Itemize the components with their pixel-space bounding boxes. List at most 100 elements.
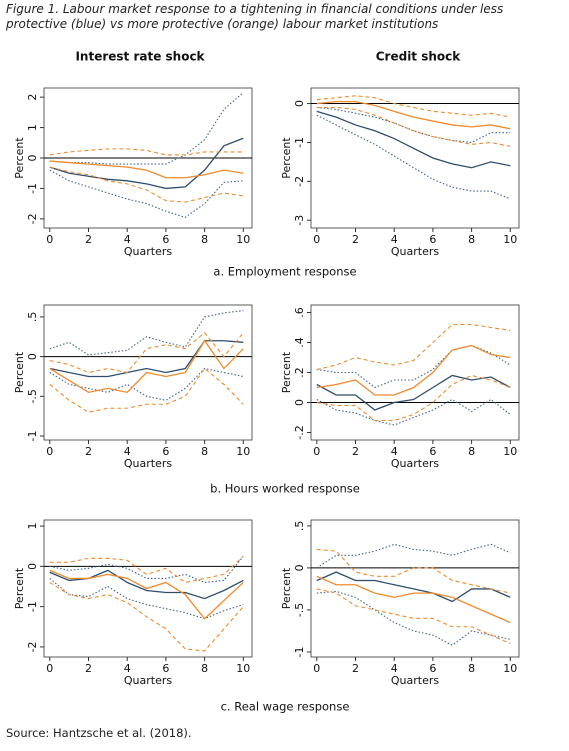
y-tick-label: 0 [26, 353, 39, 360]
series-line [316, 588, 511, 645]
y-tick-label: 1 [26, 523, 39, 530]
y-tick-label: 0 [26, 563, 39, 570]
x-tick-label: 4 [124, 445, 131, 458]
x-axis-label: Quarters [124, 674, 172, 687]
column-title: Interest rate shock [75, 50, 205, 64]
x-tick-label: 8 [201, 445, 208, 458]
series-line [49, 569, 244, 620]
series-line [49, 367, 244, 401]
y-tick-label: -1 [293, 646, 306, 657]
plot-frame [43, 519, 253, 658]
series-line [49, 340, 244, 378]
x-tick-label: 6 [429, 445, 436, 458]
column-title: Credit shock [376, 50, 462, 64]
series-line [49, 581, 244, 652]
x-tick-label: 2 [85, 233, 92, 246]
x-tick-label: 4 [124, 233, 131, 246]
y-tick-label: -2 [26, 213, 39, 224]
x-tick-label: 8 [201, 662, 208, 675]
y-tick-label: 0 [293, 100, 306, 107]
series-line [316, 95, 511, 118]
series-line [49, 332, 244, 374]
x-tick-label: 8 [468, 662, 475, 675]
series-line [316, 323, 511, 371]
x-tick-label: 10 [503, 662, 517, 675]
y-tick-label: 1 [26, 124, 39, 131]
x-tick-label: 6 [429, 662, 436, 675]
series-line [316, 114, 511, 200]
y-tick-label: .6 [293, 307, 306, 318]
series-line [316, 344, 511, 396]
y-tick-label: -2 [293, 176, 306, 187]
series-line [49, 160, 244, 179]
x-tick-label: 10 [503, 445, 517, 458]
x-tick-label: 8 [468, 233, 475, 246]
x-axis-label: Quarters [124, 457, 172, 470]
y-tick-label: -.5 [26, 389, 39, 403]
y-tick-label: -1 [293, 137, 306, 148]
y-tick-label: -1 [26, 601, 39, 612]
y-axis-label: Percent [280, 567, 293, 609]
x-axis-label: Quarters [124, 245, 172, 258]
x-axis-label: Quarters [391, 457, 439, 470]
x-tick-label: 10 [236, 445, 250, 458]
y-axis-label: Percent [13, 351, 26, 393]
y-tick-label: .2 [293, 367, 306, 378]
series-line [316, 398, 511, 426]
series-line [49, 578, 244, 620]
x-tick-label: 0 [313, 445, 320, 458]
series-line [49, 367, 244, 413]
series-line [316, 374, 511, 411]
x-tick-label: 2 [352, 662, 359, 675]
y-tick-label: -1 [26, 183, 39, 194]
x-tick-label: 6 [429, 233, 436, 246]
plot-frame [310, 87, 520, 229]
series-line [49, 569, 244, 600]
plot-frame [310, 519, 520, 658]
y-axis-label: Percent [13, 137, 26, 179]
y-tick-label: .4 [293, 337, 306, 348]
x-tick-label: 0 [46, 233, 53, 246]
series-line [316, 106, 511, 144]
series-line [49, 339, 244, 394]
panel-caption: c. Real wage response [221, 700, 350, 714]
x-tick-label: 6 [162, 233, 169, 246]
x-tick-label: 4 [391, 233, 398, 246]
series-line [49, 310, 244, 356]
y-tick-label: .5 [293, 521, 306, 532]
series-line [49, 555, 244, 584]
y-tick-label: 0 [26, 155, 39, 162]
x-tick-label: 6 [162, 445, 169, 458]
x-tick-label: 4 [391, 445, 398, 458]
series-line [49, 166, 244, 203]
x-tick-label: 8 [201, 233, 208, 246]
y-tick-label: -2 [26, 641, 39, 652]
y-tick-label: -1 [26, 431, 39, 442]
series-line [49, 169, 244, 218]
series-line [316, 590, 511, 646]
plot-frame [43, 304, 253, 441]
x-axis-label: Quarters [391, 245, 439, 258]
x-tick-label: 10 [236, 662, 250, 675]
x-tick-label: 2 [352, 233, 359, 246]
y-axis-label: Percent [280, 137, 293, 179]
x-axis-label: Quarters [391, 674, 439, 687]
y-axis-label: Percent [13, 567, 26, 609]
x-tick-label: 2 [85, 445, 92, 458]
x-tick-label: 0 [46, 445, 53, 458]
x-tick-label: 2 [85, 662, 92, 675]
y-tick-label: -3 [293, 215, 306, 226]
series-line [316, 571, 511, 603]
y-tick-label: -.5 [293, 603, 306, 617]
series-line [49, 148, 244, 156]
x-tick-label: 0 [46, 662, 53, 675]
y-tick-label: -.2 [293, 425, 306, 439]
x-tick-label: 4 [124, 662, 131, 675]
x-tick-label: 10 [503, 233, 517, 246]
series-line [316, 543, 511, 569]
series-line [316, 110, 511, 169]
series-line [49, 555, 244, 584]
series-line [49, 92, 244, 165]
